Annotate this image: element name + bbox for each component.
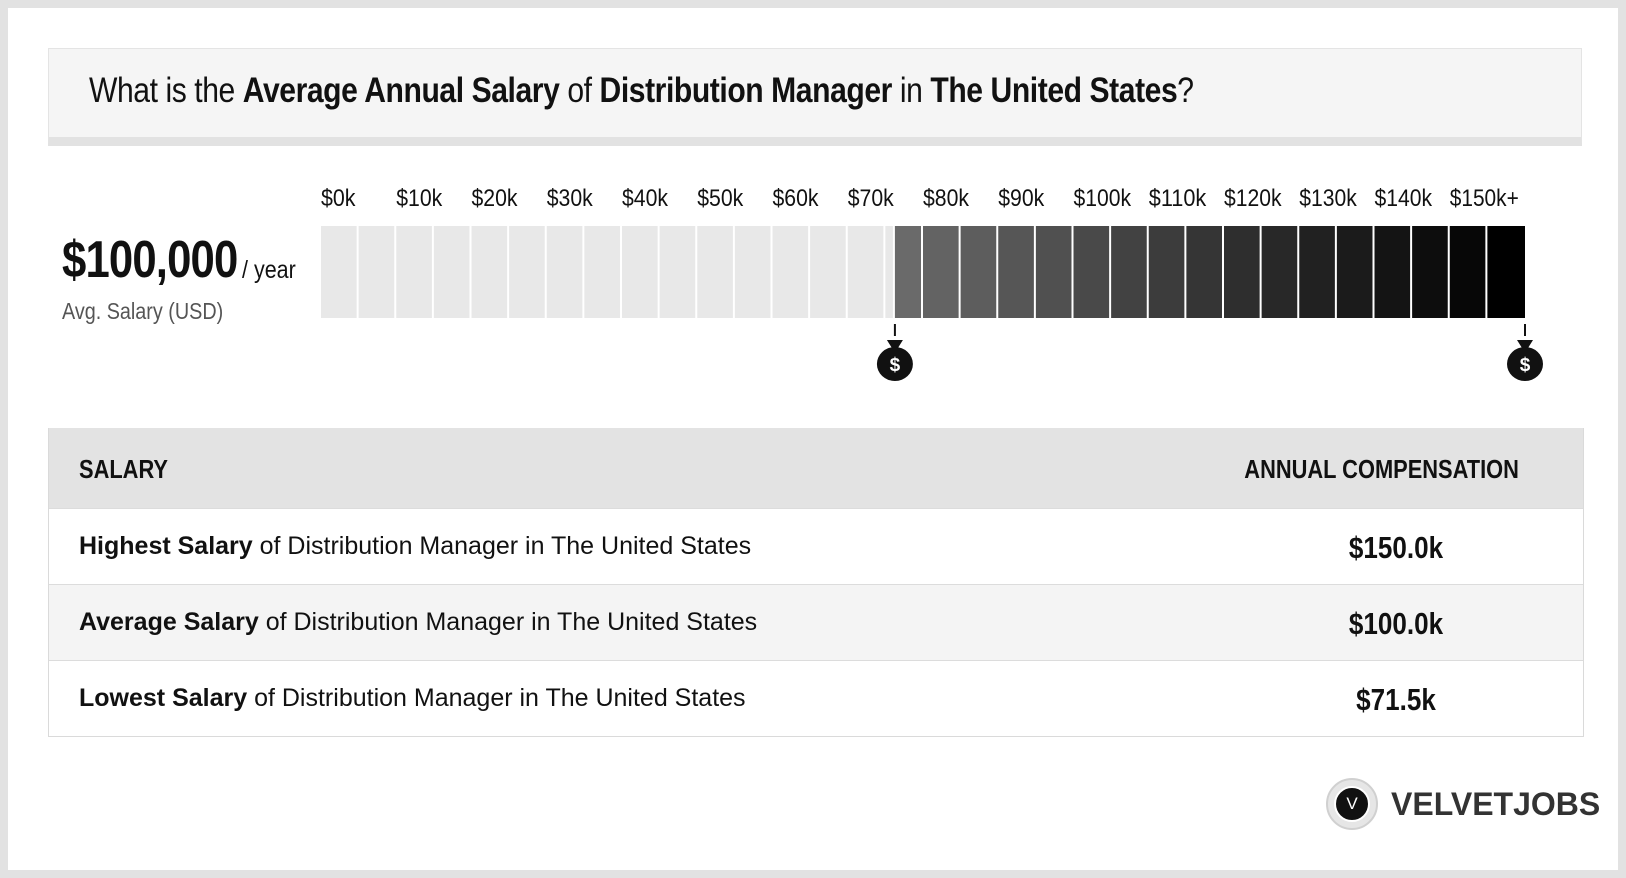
tick-label: $30k bbox=[547, 185, 594, 212]
title-prefix: What is the bbox=[89, 71, 243, 110]
range-filled-segment bbox=[998, 226, 1034, 318]
tick-label: $80k bbox=[923, 185, 970, 212]
title-mid-1: of bbox=[559, 71, 600, 110]
money-bag-icon: $ bbox=[1507, 324, 1543, 381]
row-value: $150.0k bbox=[1348, 530, 1444, 565]
range-filled-segment bbox=[1186, 226, 1222, 318]
range-filled-segment bbox=[1374, 226, 1411, 318]
avg-salary-period: / year bbox=[242, 256, 296, 284]
table-header: SALARY ANNUAL COMPENSATION bbox=[49, 428, 1583, 508]
row-label-rest: of Distribution Manager in The United St… bbox=[247, 684, 746, 712]
avg-salary-amount: $100,000 bbox=[62, 231, 238, 289]
table-row-highest: Highest Salary of Distribution Manager i… bbox=[49, 508, 1583, 584]
row-label: Lowest Salary of Distribution Manager in… bbox=[79, 684, 746, 713]
range-filled-segment bbox=[1412, 226, 1448, 318]
range-empty-segment bbox=[509, 226, 545, 318]
tick-label: $0k bbox=[321, 185, 356, 212]
table-row-average: Average Salary of Distribution Manager i… bbox=[49, 584, 1583, 660]
avg-salary-caption: Avg. Salary (USD) bbox=[62, 298, 224, 324]
range-empty-segment bbox=[847, 226, 884, 318]
range-filled-segment bbox=[1449, 226, 1486, 318]
range-empty-segment bbox=[622, 226, 658, 318]
tick-label: $100k bbox=[1074, 185, 1132, 212]
range-empty-segment bbox=[546, 226, 583, 318]
velvetjobs-logo-icon: V bbox=[1326, 778, 1378, 830]
title-bold-location: The United States bbox=[930, 71, 1178, 110]
range-empty-segment bbox=[885, 226, 893, 318]
title-bold-metric: Average Annual Salary bbox=[242, 71, 560, 110]
range-filled-segment bbox=[1299, 226, 1335, 318]
tick-label: $90k bbox=[998, 185, 1045, 212]
row-label: Highest Salary of Distribution Manager i… bbox=[79, 532, 751, 561]
row-value: $100.0k bbox=[1348, 606, 1444, 641]
tick-label: $40k bbox=[622, 185, 669, 212]
range-filled-segment bbox=[894, 226, 921, 318]
salary-card: What is the Average Annual Salary of Dis… bbox=[8, 8, 1618, 870]
tick-label: $10k bbox=[396, 185, 443, 212]
range-empty-segment bbox=[810, 226, 846, 318]
row-label-rest: of Distribution Manager in The United St… bbox=[258, 608, 758, 636]
tick-label: $120k bbox=[1224, 185, 1282, 212]
row-value: $71.5k bbox=[1356, 682, 1436, 717]
header-salary: SALARY bbox=[79, 454, 168, 484]
brand-name: VELVETJOBS bbox=[1391, 786, 1601, 822]
avg-salary-block: $100,000 / year bbox=[62, 230, 296, 290]
salary-table: SALARY ANNUAL COMPENSATION Highest Salar… bbox=[48, 428, 1584, 737]
tick-label: $50k bbox=[697, 185, 744, 212]
range-filled-segment bbox=[1148, 226, 1185, 318]
tick-label: $150k+ bbox=[1450, 185, 1519, 212]
tick-label: $130k bbox=[1299, 185, 1357, 212]
range-filled-segment bbox=[960, 226, 997, 318]
svg-text:$: $ bbox=[1520, 355, 1531, 376]
row-label: Average Salary of Distribution Manager i… bbox=[79, 608, 757, 637]
row-label-bold: Lowest Salary bbox=[79, 684, 248, 712]
range-empty-segment bbox=[772, 226, 809, 318]
range-empty-segment bbox=[433, 226, 470, 318]
header-annual-compensation: ANNUAL COMPENSATION bbox=[1244, 454, 1519, 484]
range-filled-segment bbox=[1487, 226, 1525, 318]
page-title: What is the Average Annual Salary of Dis… bbox=[89, 71, 1194, 111]
title-suffix: ? bbox=[1177, 71, 1194, 110]
range-filled-segment bbox=[1073, 226, 1110, 318]
range-empty-segment bbox=[358, 226, 395, 318]
range-filled-segment bbox=[1224, 226, 1260, 318]
title-box: What is the Average Annual Salary of Dis… bbox=[48, 48, 1582, 146]
range-empty-segment bbox=[697, 226, 733, 318]
range-empty-segment bbox=[584, 226, 620, 318]
tick-label: $110k bbox=[1149, 185, 1207, 212]
row-label-bold: Average Salary bbox=[79, 608, 259, 636]
tick-label: $60k bbox=[773, 185, 820, 212]
logo-letter: V bbox=[1334, 786, 1370, 822]
title-bold-job: Distribution Manager bbox=[599, 71, 893, 110]
salary-range-chart: $0k $10k $20k $30k $40k $50k $60k $70k $80k $90k $… bbox=[321, 185, 1543, 381]
tick-label: $20k bbox=[472, 185, 519, 212]
table-row-lowest: Lowest Salary of Distribution Manager in… bbox=[49, 660, 1583, 736]
range-filled-segment bbox=[1111, 226, 1147, 318]
range-empty-segment bbox=[471, 226, 508, 318]
title-mid-2: in bbox=[891, 71, 931, 110]
tick-label: $140k bbox=[1375, 185, 1433, 212]
money-bag-icon: $ bbox=[876, 324, 913, 381]
row-label-bold: Highest Salary bbox=[79, 532, 253, 560]
range-empty-segment bbox=[396, 226, 432, 318]
range-filled-segment bbox=[923, 226, 959, 318]
range-empty-segment bbox=[659, 226, 696, 318]
range-empty-segment bbox=[321, 226, 357, 318]
range-empty-segment bbox=[734, 226, 771, 318]
range-filled-segment bbox=[1261, 226, 1298, 318]
row-label-rest: of Distribution Manager in The United St… bbox=[252, 532, 752, 560]
tick-label: $70k bbox=[848, 185, 895, 212]
range-filled-segment bbox=[1336, 226, 1373, 318]
svg-text:$: $ bbox=[890, 355, 901, 376]
range-filled-segment bbox=[1035, 226, 1072, 318]
